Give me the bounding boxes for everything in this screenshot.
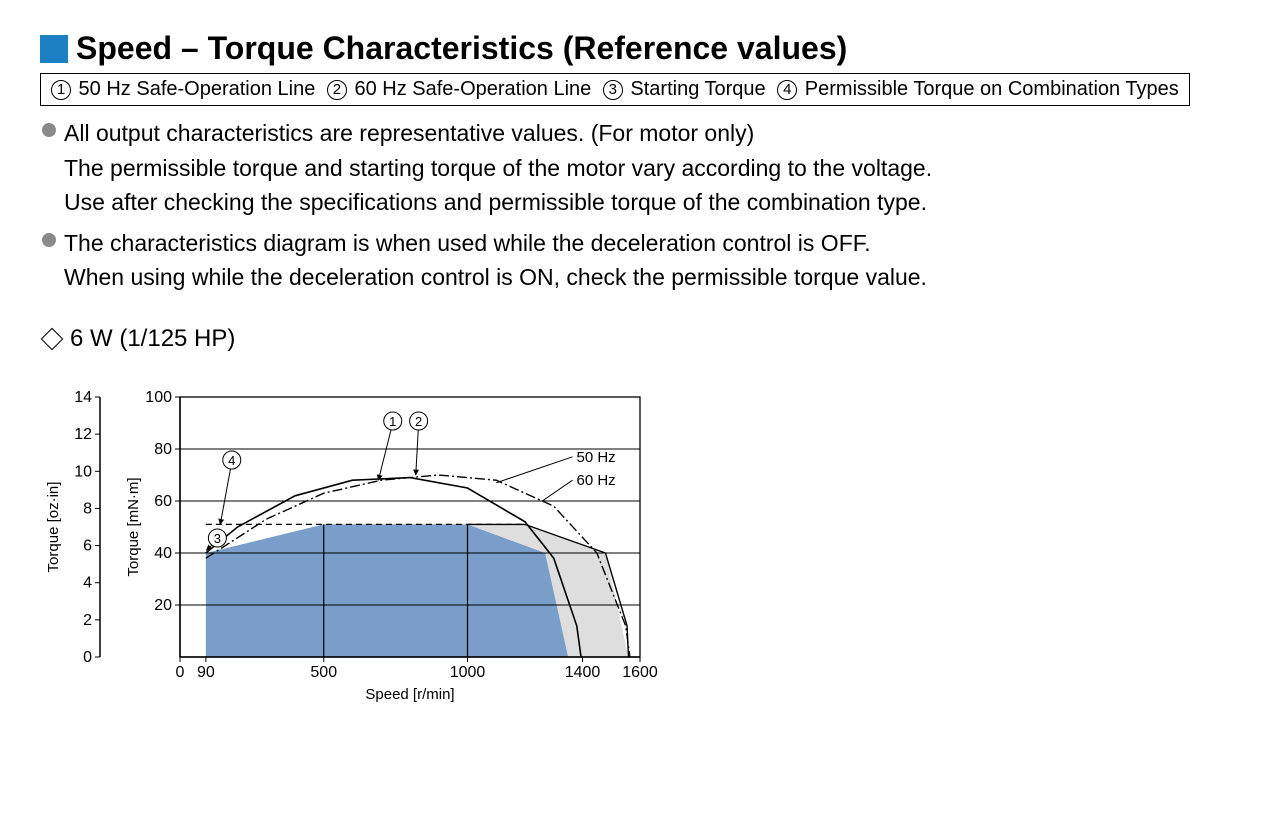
bullet-cont-1-0: When using while the deceleration contro… — [64, 260, 1240, 295]
bullet-dot — [42, 123, 56, 137]
svg-text:Torque [oz·in]: Torque [oz·in] — [45, 481, 62, 572]
legend-label-3: Starting Torque — [625, 78, 771, 100]
diamond-marker — [41, 327, 64, 350]
svg-text:0: 0 — [176, 664, 185, 681]
bullet-cont-0-1: Use after checking the specifications an… — [64, 185, 1240, 220]
legend-label-4: Permissible Torque on Combination Types — [799, 78, 1178, 100]
svg-text:500: 500 — [310, 664, 337, 681]
svg-text:0: 0 — [83, 649, 92, 666]
svg-text:50 Hz: 50 Hz — [577, 448, 616, 465]
legend-num-4: 4 — [777, 80, 797, 100]
chart-title: 6 W (1/125 HP) — [70, 325, 235, 353]
svg-text:Torque [mN·m]: Torque [mN·m] — [125, 477, 142, 576]
svg-text:10: 10 — [74, 463, 92, 480]
svg-text:40: 40 — [154, 545, 172, 562]
svg-text:4: 4 — [83, 574, 92, 591]
svg-text:2: 2 — [415, 414, 422, 429]
svg-text:12: 12 — [74, 426, 92, 443]
legend-num-1: 1 — [51, 80, 71, 100]
svg-text:8: 8 — [83, 500, 92, 517]
svg-text:1400: 1400 — [565, 664, 601, 681]
bullet-dot — [42, 233, 56, 247]
svg-text:60 Hz: 60 Hz — [577, 472, 616, 489]
bullet-text-0: All output characteristics are represent… — [64, 116, 754, 151]
legend-box: 1 50 Hz Safe-Operation Line 2 60 Hz Safe… — [40, 73, 1190, 106]
svg-text:1600: 1600 — [622, 664, 658, 681]
legend-num-3: 3 — [603, 80, 623, 100]
svg-text:20: 20 — [154, 597, 172, 614]
bullet-text-1: The characteristics diagram is when used… — [64, 226, 871, 261]
speed-torque-chart: 2040608010002468101214090500100014001600… — [40, 357, 680, 717]
svg-text:2: 2 — [83, 611, 92, 628]
svg-text:3: 3 — [214, 531, 221, 546]
svg-text:1: 1 — [389, 414, 396, 429]
svg-text:4: 4 — [228, 453, 235, 468]
svg-text:90: 90 — [197, 664, 215, 681]
svg-text:60: 60 — [154, 493, 172, 510]
legend-label-1: 50 Hz Safe-Operation Line — [73, 78, 321, 100]
legend-label-2: 60 Hz Safe-Operation Line — [349, 78, 597, 100]
legend-num-2: 2 — [327, 80, 347, 100]
svg-text:Speed [r/min]: Speed [r/min] — [365, 686, 454, 703]
bullet-cont-0-0: The permissible torque and starting torq… — [64, 151, 1240, 186]
svg-text:6: 6 — [83, 537, 92, 554]
page-title: Speed – Torque Characteristics (Referenc… — [76, 30, 847, 67]
svg-text:100: 100 — [145, 389, 172, 406]
svg-text:80: 80 — [154, 441, 172, 458]
svg-text:14: 14 — [74, 389, 92, 406]
title-square-marker — [40, 35, 68, 63]
svg-text:1000: 1000 — [450, 664, 486, 681]
